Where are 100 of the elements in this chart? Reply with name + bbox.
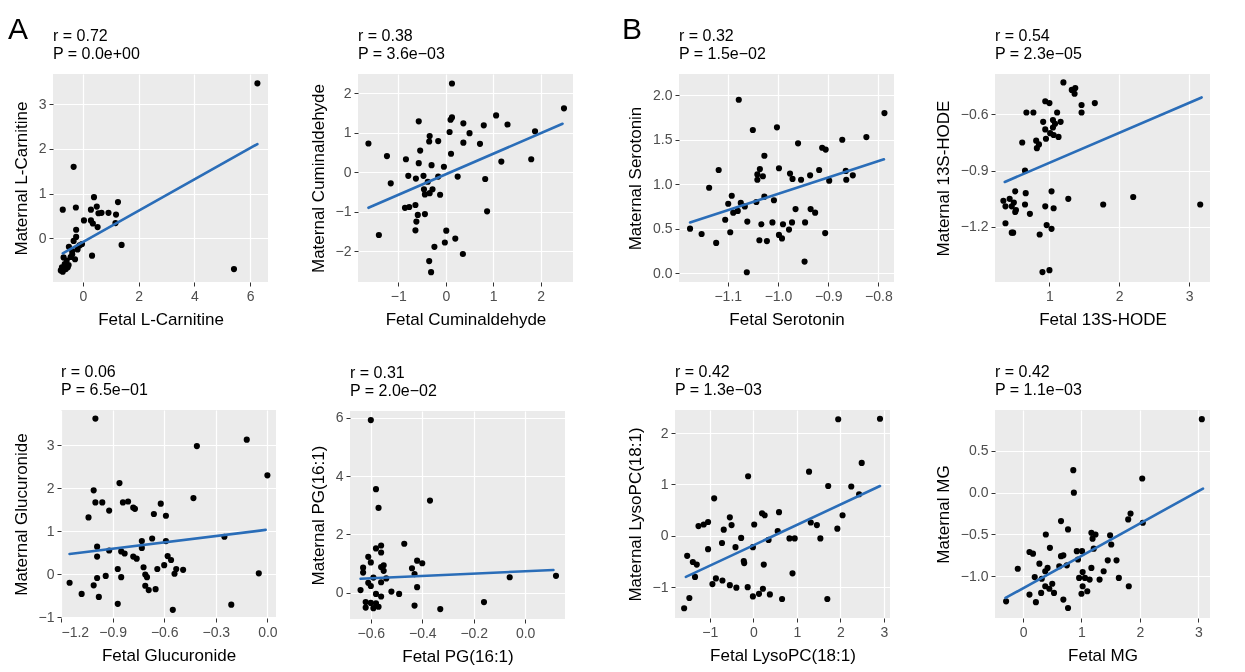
x-axis-title: Fetal Serotonin	[729, 309, 845, 329]
text: A	[8, 12, 29, 45]
x-tick-label: −0.9	[814, 287, 843, 304]
x-tick-label: −0.8	[865, 287, 893, 304]
y-tick-label: −1	[38, 608, 55, 625]
x-axis-title: Fetal MG	[1068, 645, 1138, 665]
y-tick-label: 2.0	[653, 86, 673, 103]
y-tick-label: 0	[335, 584, 344, 601]
x-tick-label: 0	[749, 623, 758, 640]
x-tick-label: 2	[836, 623, 845, 640]
y-tick-label: −1	[335, 203, 352, 220]
x-tick-label: −0.9	[99, 623, 128, 640]
x-tick-label: −1.2	[61, 623, 90, 640]
x-tick-label: −1.0	[764, 287, 793, 304]
y-tick-label: 2	[660, 424, 669, 441]
y-tick-label: 6	[335, 409, 344, 426]
chart-title: r = 0.31	[350, 363, 405, 381]
x-tick-label: −0.3	[202, 623, 231, 640]
x-tick-label: 3	[1194, 623, 1203, 640]
y-tick-label: 1	[46, 522, 55, 539]
y-tick-label: −1.2	[960, 218, 989, 235]
y-tick-label: 0.5	[653, 220, 673, 237]
y-axis-title: Maternal LysoPC(18:1)	[625, 427, 645, 602]
x-tick-label: 6	[246, 287, 255, 304]
x-tick-label: 0	[1019, 623, 1028, 640]
x-tick-label: 1	[489, 287, 498, 304]
x-axis-title: Fetal LysoPC(18:1)	[710, 645, 856, 665]
y-tick-label: 3	[38, 95, 47, 112]
text: B	[622, 12, 643, 45]
chart-title: r = 0.72	[53, 27, 108, 44]
y-tick-label: 1	[660, 475, 669, 492]
chart-title: r = 0.32	[679, 27, 734, 44]
y-tick-label: 1	[38, 185, 47, 202]
y-tick-label: 1.0	[653, 175, 673, 192]
y-axis-title: Maternal PG(16:1)	[308, 445, 328, 586]
x-axis-title: Fetal L-Carnitine	[98, 309, 224, 329]
x-tick-label: 0.0	[515, 624, 536, 641]
y-tick-label: −1.0	[960, 567, 989, 584]
y-tick-label: 4	[335, 467, 344, 484]
chart-title: r = 0.42	[675, 363, 730, 380]
x-tick-label: 0	[442, 287, 451, 304]
x-tick-label: −0.6	[357, 624, 386, 641]
y-tick-label: 1.5	[653, 131, 673, 148]
y-tick-label: −2	[335, 242, 352, 259]
y-tick-label: 2	[343, 84, 352, 101]
x-tick-label: −1.1	[714, 287, 743, 304]
chart-subtitle: P = 0.0e+00	[53, 45, 140, 62]
chart-title: r = 0.42	[995, 363, 1050, 380]
x-tick-label: 2	[1136, 623, 1145, 640]
chart-title: r = 0.38	[358, 27, 413, 44]
y-tick-label: 0	[38, 229, 47, 246]
y-tick-label: 2	[38, 140, 47, 157]
y-axis-title: Maternal Glucuronide	[11, 433, 31, 596]
y-tick-label: 0.0	[653, 264, 673, 281]
y-tick-label: 0	[660, 527, 669, 544]
chart-subtitle: P = 2.3e−05	[995, 45, 1082, 62]
y-tick-label: −0.5	[960, 525, 989, 542]
y-tick-label: −1	[652, 578, 669, 595]
y-axis-title: Maternal 13S-HODE	[933, 100, 953, 257]
y-tick-label: −0.9	[960, 162, 989, 179]
x-tick-label: −0.4	[408, 624, 437, 641]
x-tick-label: −1	[390, 287, 408, 304]
y-axis-title: Maternal L-Carnitine	[11, 101, 31, 256]
x-tick-label: 2	[537, 287, 546, 304]
y-axis-title: Maternal Serotonin	[626, 106, 646, 251]
x-tick-label: 3	[1185, 287, 1194, 304]
chart-subtitle: P = 6.5e−01	[61, 381, 148, 398]
y-tick-label: 3	[46, 436, 55, 453]
y-tick-label: 0	[46, 565, 55, 582]
y-tick-label: 2	[46, 479, 55, 496]
chart-subtitle: P = 1.1e−03	[995, 381, 1082, 398]
x-tick-label: 1	[793, 623, 802, 640]
x-tick-label: 2	[135, 287, 144, 304]
x-axis-title: Fetal PG(16:1)	[402, 646, 514, 666]
y-tick-label: −0.6	[960, 105, 989, 122]
x-tick-label: 3	[880, 623, 889, 640]
x-tick-label: −0.2	[460, 624, 489, 641]
chart-subtitle: P = 1.3e−03	[675, 381, 762, 398]
x-axis-title: Fetal Cuminaldehyde	[385, 309, 547, 329]
y-tick-label: 0.0	[969, 484, 989, 501]
y-tick-label: 0	[343, 163, 352, 180]
x-tick-label: 2	[1115, 287, 1124, 304]
y-axis-title: Maternal Cuminaldehyde	[308, 84, 328, 273]
x-tick-label: 1	[1078, 623, 1087, 640]
chart-subtitle: P = 1.5e−02	[679, 45, 766, 62]
chart-title: r = 0.06	[61, 363, 116, 380]
chart-title: r = 0.54	[995, 27, 1050, 44]
x-tick-label: 0.0	[258, 623, 278, 640]
y-tick-label: 2	[335, 525, 344, 542]
y-axis-title: Maternal MG	[933, 465, 953, 564]
chart-subtitle: P = 3.6e−03	[358, 45, 445, 62]
x-axis-title: Fetal 13S-HODE	[1039, 309, 1167, 329]
chart-subtitle: P = 2.0e−02	[350, 381, 437, 399]
x-tick-label: 4	[190, 287, 199, 304]
x-tick-label: 1	[1046, 287, 1055, 304]
x-tick-label: 0	[79, 287, 88, 304]
x-axis-title: Fetal Glucuronide	[101, 645, 237, 665]
x-tick-label: −0.6	[150, 623, 179, 640]
y-tick-label: 1	[343, 124, 352, 141]
y-tick-label: 0.5	[969, 442, 989, 459]
